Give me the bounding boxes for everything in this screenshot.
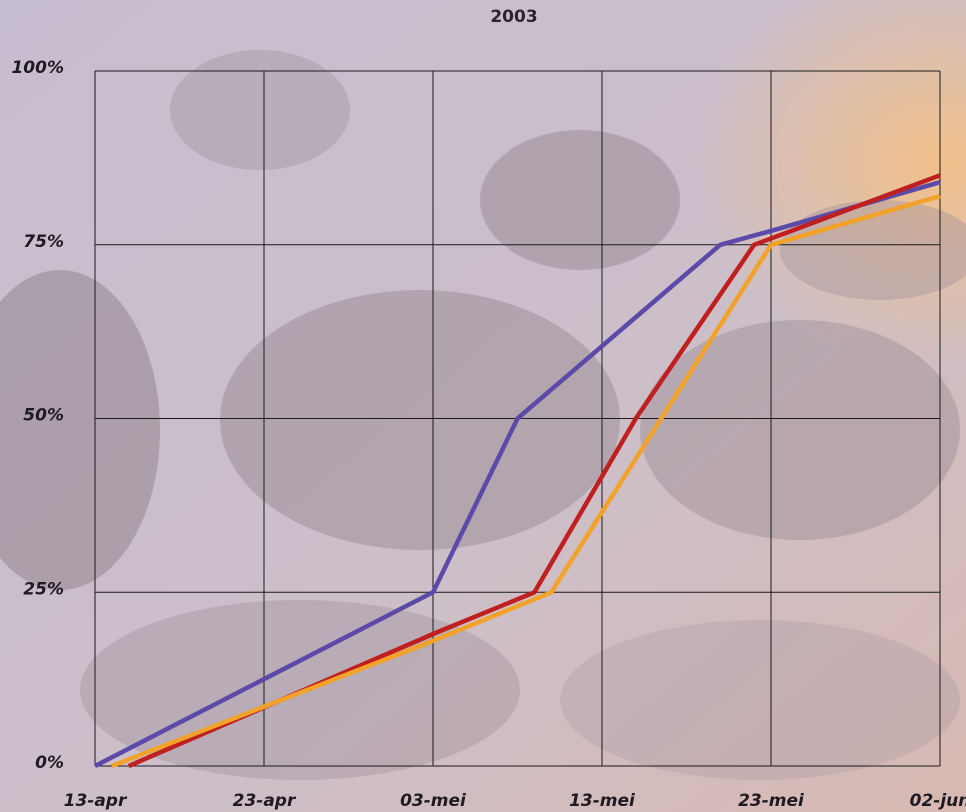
chart-grid [94,70,941,767]
y-tick-label: 0% [35,753,64,773]
x-tick-label: 23-apr [233,791,297,811]
x-tick-label: 13-apr [64,791,128,811]
series-lines [93,173,941,769]
x-tick-label: 03-mei [400,791,467,811]
series-line-1 [93,180,941,769]
y-tick-label: 75% [23,232,64,252]
x-tick-label: 02-jun [910,791,966,811]
x-tick-label: 23-mei [738,791,805,811]
x-tick-label: 13-mei [569,791,636,811]
series-line-2 [127,173,941,769]
y-tick-label: 25% [23,579,64,599]
y-tick-label: 100% [11,58,64,78]
series-line-3 [111,193,941,769]
chart-title: 2003 [490,7,537,27]
x-axis-ticks: 13-apr 23-apr 03-mei 13-mei 23-mei 02-jun [64,791,966,811]
y-tick-label: 50% [23,406,64,426]
y-axis-ticks: 0% 25% 50% 75% 100% [11,58,64,773]
